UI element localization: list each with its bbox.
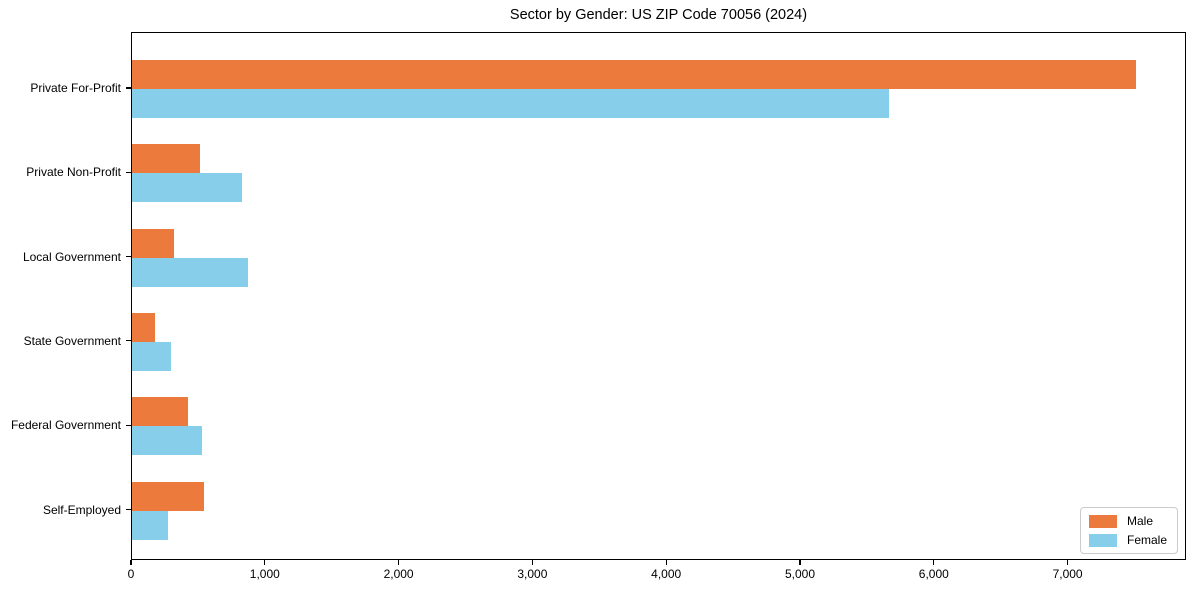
bar-male-self-employed [132,481,205,511]
x-tick-label-3000: 3,000 [517,567,548,581]
bar-female-self-employed [132,510,169,540]
x-tick-mark-1000 [264,560,266,565]
x-tick-mark-7000 [1066,560,1069,565]
legend-swatch-female [1088,533,1117,547]
y-tick-mark-private-for-profit [126,87,131,89]
bar-female-federal-government [132,426,202,456]
bar-male-private-non-profit [132,144,201,174]
y-tick-mark-self-employed [126,508,131,511]
x-tick-mark-3000 [531,560,533,565]
x-tick-mark-0 [130,560,132,565]
y-tick-label-private-non-profit: Private Non-Profit [26,165,121,180]
legend-label-male: Male [1126,514,1153,528]
x-tick-label-7000: 7,000 [1052,567,1083,581]
legend-label-female: Female [1126,533,1167,547]
x-tick-label-6000: 6,000 [918,567,949,581]
x-tick-label-2000: 2,000 [383,567,414,581]
bar-male-state-government [132,312,155,342]
bar-female-private-non-profit [132,173,242,203]
y-tick-mark-state-government [126,340,131,342]
x-tick-mark-6000 [933,560,935,565]
bar-female-state-government [132,341,171,371]
x-tick-label-0: 0 [127,567,135,581]
x-tick-mark-4000 [665,560,667,565]
y-tick-mark-federal-government [126,424,131,426]
y-tick-mark-local-government [126,256,131,258]
y-tick-label-private-for-profit: Private For-Profit [30,81,121,95]
legend-item-female: Female [1088,533,1167,547]
x-tick-mark-2000 [397,560,400,565]
bar-male-federal-government [132,397,189,427]
y-tick-label-federal-government: Federal Government [10,418,121,433]
legend: Male Female [1079,507,1178,554]
y-tick-label-self-employed: Self-Employed [42,502,121,517]
plot-area: Male Female [131,32,1186,560]
legend-item-male: Male [1088,514,1167,528]
legend-swatch-male [1088,514,1117,528]
x-tick-label-1000: 1,000 [249,567,280,581]
chart-title: Sector by Gender: US ZIP Code 70056 (202… [509,7,808,23]
y-tick-mark-private-non-profit [126,171,131,173]
bar-male-private-for-profit [132,60,1136,89]
x-tick-mark-5000 [799,560,801,565]
bar-female-local-government [132,257,249,287]
x-tick-label-5000: 5,000 [784,567,815,581]
bar-male-local-government [132,228,174,258]
x-tick-label-4000: 4,000 [651,567,682,581]
y-tick-label-local-government: Local Government [22,249,121,264]
y-tick-label-state-government: State Government [23,333,121,348]
bar-female-private-for-profit [132,89,890,118]
